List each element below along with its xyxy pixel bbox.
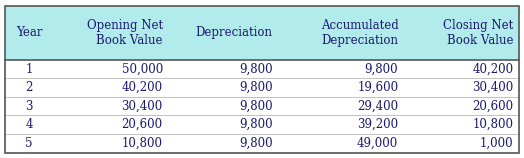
Text: Year: Year xyxy=(16,26,42,39)
Text: 9,800: 9,800 xyxy=(239,118,272,131)
Text: 50,000: 50,000 xyxy=(122,63,163,76)
Text: 4: 4 xyxy=(25,118,33,131)
Text: 20,600: 20,600 xyxy=(122,118,163,131)
Text: 9,800: 9,800 xyxy=(239,63,272,76)
Text: 20,600: 20,600 xyxy=(472,100,514,113)
Text: 40,200: 40,200 xyxy=(472,63,514,76)
Text: 10,800: 10,800 xyxy=(122,137,163,150)
Text: 30,400: 30,400 xyxy=(122,100,163,113)
Text: 39,200: 39,200 xyxy=(357,118,398,131)
Text: Opening Net
Book Value: Opening Net Book Value xyxy=(86,19,163,47)
Text: 1: 1 xyxy=(25,63,32,76)
Text: 3: 3 xyxy=(25,100,33,113)
Text: 1,000: 1,000 xyxy=(480,137,514,150)
Text: 49,000: 49,000 xyxy=(357,137,398,150)
Text: 5: 5 xyxy=(25,137,33,150)
Text: 9,800: 9,800 xyxy=(239,100,272,113)
Text: 9,800: 9,800 xyxy=(365,63,398,76)
Text: 30,400: 30,400 xyxy=(472,81,514,94)
Text: 9,800: 9,800 xyxy=(239,81,272,94)
Text: Depreciation: Depreciation xyxy=(195,26,272,39)
Text: 10,800: 10,800 xyxy=(473,118,514,131)
Bar xyxy=(5,6,519,60)
Text: 29,400: 29,400 xyxy=(357,100,398,113)
Text: 40,200: 40,200 xyxy=(122,81,163,94)
Text: Closing Net
Book Value: Closing Net Book Value xyxy=(443,19,514,47)
Text: 9,800: 9,800 xyxy=(239,137,272,150)
Text: 19,600: 19,600 xyxy=(357,81,398,94)
Text: 2: 2 xyxy=(25,81,32,94)
Text: Accumulated
Depreciation: Accumulated Depreciation xyxy=(321,19,398,47)
